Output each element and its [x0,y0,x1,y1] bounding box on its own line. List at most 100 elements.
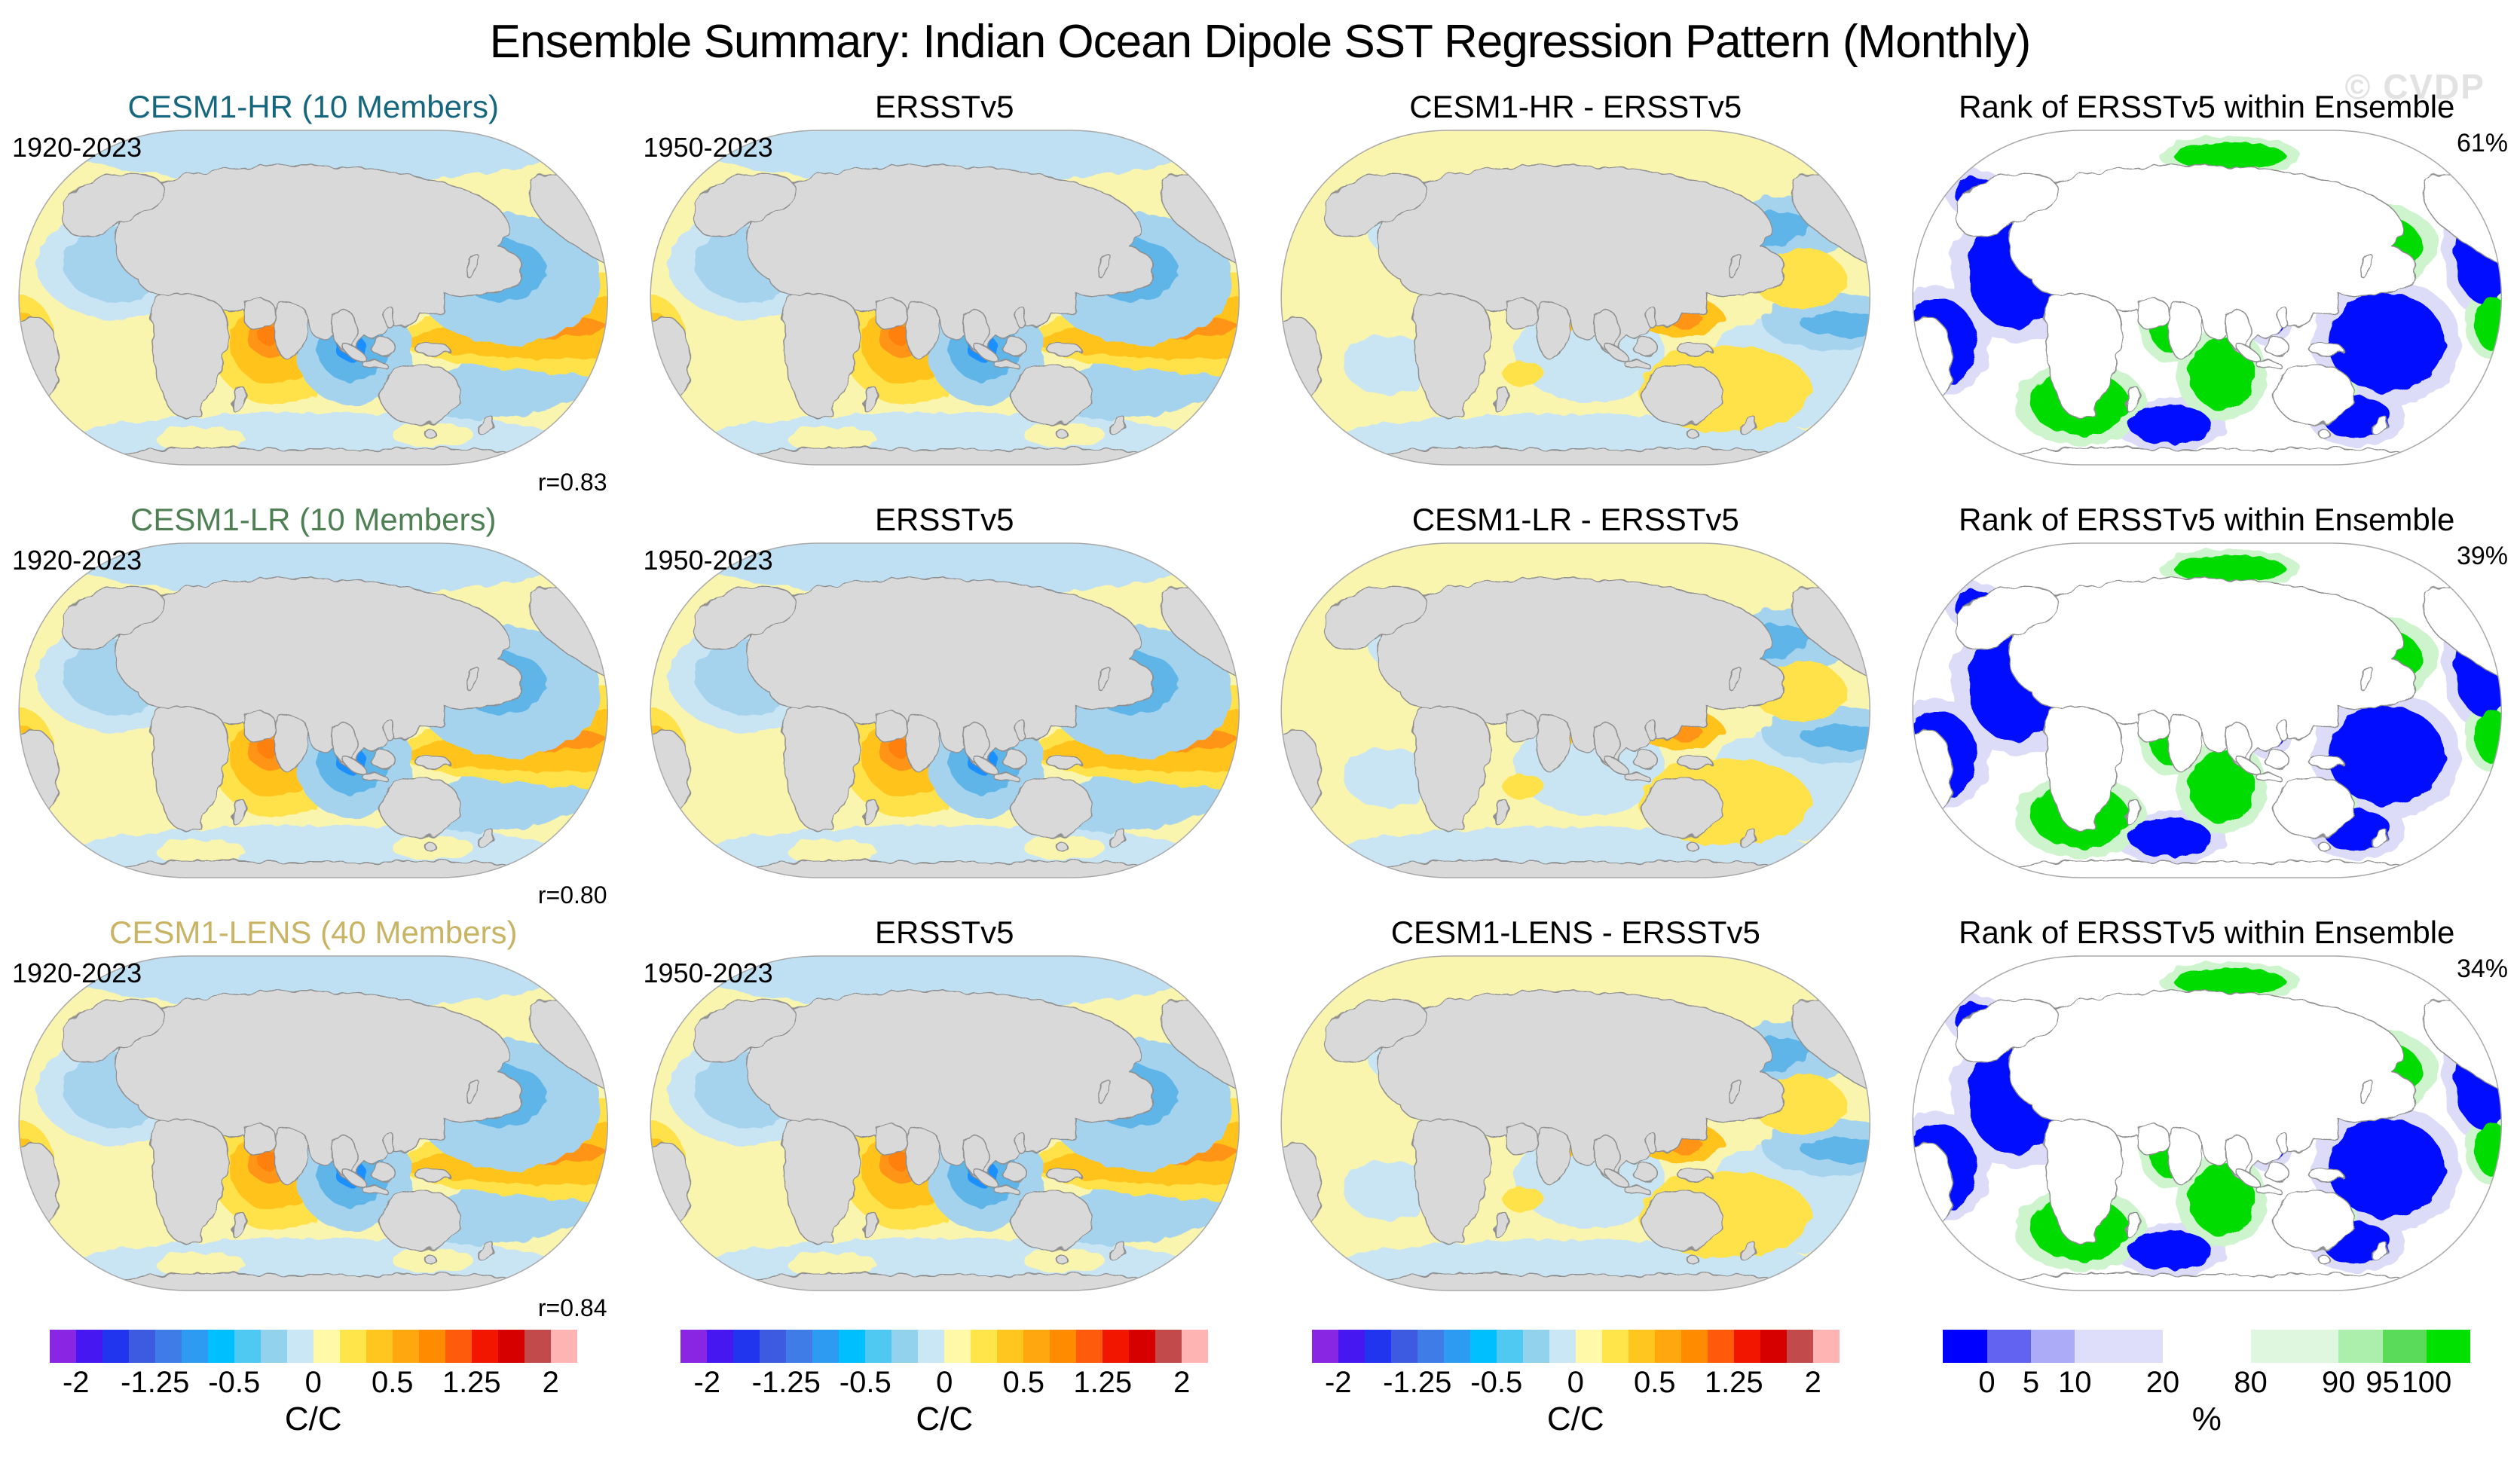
colorbar-segment [339,1330,366,1363]
colorbar-segment [1182,1330,1209,1363]
colorbar-tick-label: 0 [1978,1366,1996,1399]
colorbar-segment [49,1330,76,1363]
difference-map [1273,951,1879,1295]
colorbar-segment [445,1330,472,1363]
rank-map [1904,951,2510,1295]
colorbar-tick-label: 5 [2022,1366,2040,1399]
panel-ersstv5-row2: ERSSTv5 1950-2023 [642,501,1248,882]
colorbar-segment [1102,1330,1130,1363]
colorbar-segment [971,1330,998,1363]
panel-title: ERSSTv5 [875,89,1014,124]
colorbar-segment [944,1330,971,1363]
date-range-label: 1920-2023 [12,132,142,163]
panel-rank-row1: Rank of ERSSTv5 within Ensemble 61% [1904,88,2510,469]
colorbar-segment [471,1330,498,1363]
panel-rank-row2: Rank of ERSSTv5 within Ensemble 39% [1904,501,2510,882]
colorbar-segment [1986,1330,2031,1363]
colorbar-segment [1417,1330,1444,1363]
colorbar-tick-label: -1.25 [751,1366,821,1399]
regression-map [11,951,616,1295]
panel-title: CESM1-LR (10 Members) [130,502,497,537]
panel-title: Rank of ERSSTv5 within Ensemble [1959,89,2455,124]
map-wrap [1273,539,1879,882]
map-wrap: 1920-2023 r=0.80 [11,539,616,909]
regression-map [11,539,616,882]
colorbar-tick-label: 0 [936,1366,953,1399]
colorbar-segment [865,1330,892,1363]
colorbar-segment [1496,1330,1523,1363]
colorbar-segment [1390,1330,1418,1363]
colorbar-segment [234,1330,261,1363]
date-range-label: 1920-2023 [12,958,142,988]
colorbar-segment [760,1330,787,1363]
colorbar-segment [1129,1330,1156,1363]
map-wrap [1273,951,1879,1295]
colorbar-segment [1786,1330,1813,1363]
panel-title: ERSSTv5 [875,502,1014,537]
map-wrap: 1920-2023 r=0.83 [11,126,616,496]
colorbar-tick-label: 0 [304,1366,322,1399]
colorbar-segments [680,1330,1209,1363]
colorbar-tick-label: 1.25 [442,1366,501,1399]
colorbar-tick-label: -0.5 [839,1366,891,1399]
colorbar-row: -2 -1.25 -0.5 0 0.5 1.25 2 C/C -2 -1.25 -0.5 0 0.5… [0,1327,2520,1438]
colorbar-segment [1155,1330,1182,1363]
colorbar-tick-label: 1.25 [1704,1366,1763,1399]
colorbar-segment [286,1330,313,1363]
colorbar-segment [75,1330,102,1363]
colorbar-regression-2: -2 -1.25 -0.5 0 0.5 1.25 2 C/C [680,1330,1209,1438]
colorbar-tick-label: 2 [1804,1366,1821,1399]
panel-title: CESM1-LENS (40 Members) [109,915,518,950]
regression-map [642,539,1248,882]
panel-cesm1-hr: CESM1-HR (10 Members) 1920-2023 r=0.83 [11,88,616,496]
pattern-correlation-label: r=0.83 [537,469,607,496]
colorbar-segment [1443,1330,1470,1363]
colorbar-tick-label: 2 [542,1366,559,1399]
rank-percent-label: 39% [2456,542,2508,570]
page-title: Ensemble Summary: Indian Ocean Dipole SS… [489,16,2032,68]
panel-cesm1-lens: CESM1-LENS (40 Members) 1920-2023 r=0.84 [11,914,616,1321]
colorbar-segment [1760,1330,1787,1363]
map-wrap: 61% [1904,126,2510,469]
rank-map [1904,539,2510,882]
colorbar-segment [181,1330,208,1363]
date-range-label: 1950-2023 [643,132,773,163]
colorbar-tick-label: -2 [1324,1366,1352,1399]
colorbar-segment [1601,1330,1629,1363]
regression-map [642,951,1248,1295]
colorbar-segments [49,1330,577,1363]
colorbar-tick-label: -2 [62,1366,90,1399]
colorbar-tick-label: 0.5 [1002,1366,1045,1399]
colorbar-unit-label: C/C [1546,1400,1604,1437]
colorbar-segment [524,1330,551,1363]
colorbar-segment [1812,1330,1840,1363]
colorbar-segment [1707,1330,1734,1363]
colorbar-segment [260,1330,287,1363]
rank-percent-label: 34% [2456,955,2508,983]
pattern-correlation-label: r=0.84 [537,1294,607,1321]
colorbar-segment [997,1330,1024,1363]
colorbar-tick-label: -1.25 [121,1366,190,1399]
colorbar-segment [1549,1330,1576,1363]
colorbar-segments [1943,1330,2471,1363]
colorbar-segment [154,1330,182,1363]
date-range-label: 1950-2023 [643,958,773,988]
map-wrap: 1920-2023 r=0.84 [11,951,616,1321]
colorbar-segment [1311,1330,1338,1363]
colorbar-segment [550,1330,577,1363]
colorbar-tick-label: 0.5 [1633,1366,1676,1399]
colorbar-segment [839,1330,866,1363]
colorbar-segment [2338,1330,2383,1363]
map-wrap: 1950-2023 [642,951,1248,1295]
colorbar-segments [1311,1330,1840,1363]
colorbar-segment [497,1330,524,1363]
difference-map [1273,539,1879,882]
colorbar-segment [1575,1330,1602,1363]
colorbar-segment [1023,1330,1051,1363]
colorbar-segment [2075,1330,2163,1363]
map-wrap: 1950-2023 [642,539,1248,882]
colorbar-tick-label: 0.5 [371,1366,414,1399]
date-range-label: 1920-2023 [12,545,142,576]
colorbar-segment [418,1330,445,1363]
